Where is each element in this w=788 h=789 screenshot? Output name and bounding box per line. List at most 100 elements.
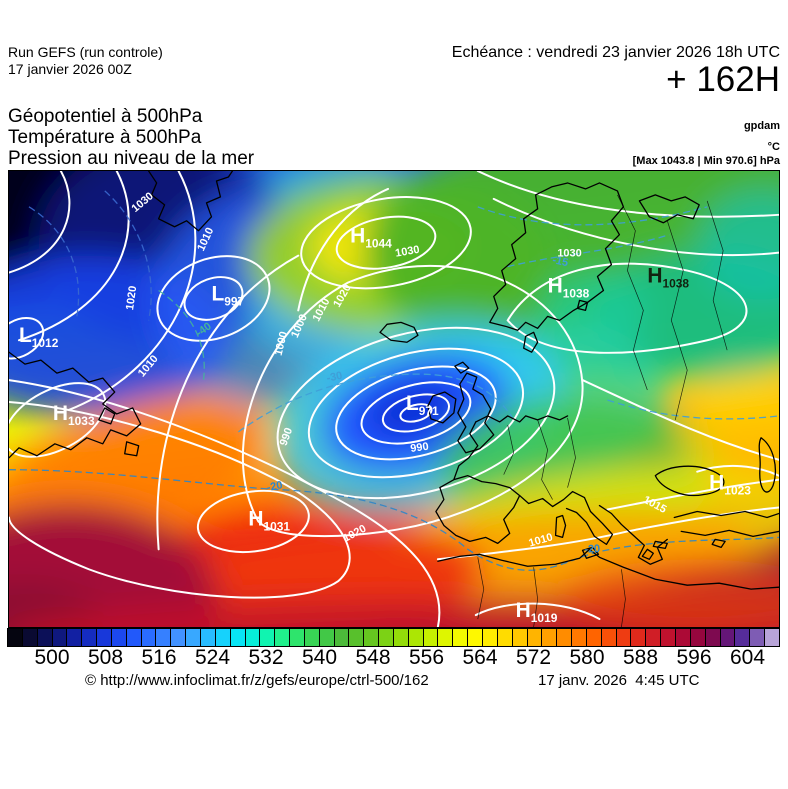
colorbar-cell (170, 628, 187, 647)
title-geopotential: Géopotentiel à 500hPa (8, 106, 203, 127)
colorbar-cell (274, 628, 291, 647)
colorbar-tick-label: 540 (301, 646, 338, 669)
colorbar-cell (303, 628, 320, 647)
colorbar-tick-label: 516 (141, 646, 177, 669)
colorbar-tick-label: 572 (515, 646, 552, 669)
colorbar-cell (645, 628, 662, 647)
colorbar-cell (734, 628, 751, 647)
colorbar-cell (407, 628, 424, 647)
pressure-system-label: H1019 (516, 599, 558, 625)
run-info: Run GEFS (run controle) 17 janvier 2026 … (8, 44, 163, 78)
coastlines (9, 171, 779, 590)
colorbar-cell (660, 628, 676, 647)
colorbar-cell (689, 628, 706, 647)
isobar-label: 1030 (394, 244, 420, 260)
colorbar-cell (541, 628, 558, 647)
pressure-max-min: [Max 1043.8 | Min 970.6] hPa (632, 155, 780, 167)
map-svg: L1012 H1033 L997 H1044 H1038 H1038 L971 H1031 H1… (9, 171, 779, 627)
colorbar-cell (482, 628, 498, 647)
footer-credit: © http://www.infoclimat.fr/z/gefs/europe… (85, 672, 429, 689)
colorbar-cell (66, 628, 83, 647)
colorbar-cell (719, 628, 736, 647)
country-borders (477, 194, 728, 627)
colorbar-cell (749, 628, 766, 647)
colorbar-cell (259, 628, 276, 647)
temperature-field-blobs (9, 171, 779, 627)
colorbar-cell (81, 628, 98, 647)
pressure-system-label: H1031 (248, 507, 290, 533)
map-titles: Géopotentiel à 500hPa Température à 500h… (8, 106, 254, 169)
colorbar-cell (214, 628, 231, 647)
unit-gpdam: gpdam (743, 120, 780, 132)
isotherm-label: -20 (266, 479, 284, 494)
footer-date: 17 janv. 2026 4:45 UTC (538, 672, 700, 689)
colorbar-cell (289, 628, 305, 647)
colorbar-tick-label: 500 (34, 646, 70, 669)
isotherm-label: -15 (551, 254, 569, 269)
title-temperature: Température à 500hPa (8, 127, 202, 148)
colorbar-cell (511, 628, 528, 647)
colorbar-cell (764, 628, 780, 647)
pressure-system-label: H1033 (53, 402, 95, 428)
isobar-label: 1020 (124, 285, 139, 311)
lead-time: + 162H (666, 60, 780, 99)
pressure-system-label: H1038 (647, 265, 689, 291)
colorbar-cell (526, 628, 543, 647)
unit-temperature: °C (767, 141, 780, 153)
isobar-label: 1000 (273, 330, 291, 357)
colorbar-cell (51, 628, 68, 647)
colorbar-cell (452, 628, 469, 647)
colorbar-cell (437, 628, 454, 647)
colorbar-labels: 500 508 516 524 532 540 548 556 564 572 580 588 596 6… (0, 646, 788, 670)
valid-time: Echéance : vendredi 23 janvier 2026 18h … (451, 44, 780, 61)
colorbar-cell (422, 628, 439, 647)
colorbar-cell (110, 628, 127, 647)
colorbar-cell (467, 628, 483, 647)
pressure-system-label: L1012 (19, 324, 59, 350)
colorbar-cell (140, 628, 157, 647)
isotherm-label: -20 (584, 543, 601, 556)
colorbar-tick-label: 596 (676, 646, 712, 669)
pressure-system-label: H1038 (548, 274, 590, 300)
colorbar-tick-label: 532 (248, 646, 284, 669)
colorbar-cell (244, 628, 261, 647)
isobar-label: 1030 (557, 248, 581, 260)
colorbar-cell (36, 628, 53, 647)
colorbar-cell (392, 628, 409, 647)
colorbar-cell (21, 628, 38, 647)
map-canvas: L1012 H1033 L997 H1044 H1038 H1038 L971 H1031 H1… (8, 170, 780, 628)
colorbar-cell (704, 628, 721, 647)
colorbar-tick-label: 548 (355, 646, 391, 669)
colorbar-tick-label: 588 (622, 646, 659, 669)
colorbar-cell (229, 628, 246, 647)
colorbar-tick-label: 604 (729, 646, 766, 669)
colorbar-cell (155, 628, 172, 647)
pressure-system-label: L997 (211, 282, 244, 308)
colorbar-cell (378, 628, 394, 647)
colorbar-cell (496, 628, 513, 647)
colorbar-cell (615, 628, 632, 647)
isobar-label: 990 (278, 426, 296, 447)
colorbar-cell (363, 628, 380, 647)
colorbar-cell (585, 628, 602, 647)
colorbar-cells (7, 628, 780, 647)
colorbar-tick-label: 580 (569, 646, 605, 669)
colorbar-cell (199, 628, 216, 647)
pressure-system-label: L971 (406, 392, 439, 418)
title-pressure: Pression au niveau de la mer (8, 148, 255, 169)
run-model: Run GEFS (run controle) (8, 44, 163, 60)
colorbar-cell (630, 628, 647, 647)
colorbar-cell (348, 628, 365, 647)
colorbar-tick-label: 508 (87, 646, 124, 669)
colorbar-cell (318, 628, 335, 647)
colorbar-cell (7, 628, 23, 647)
isotherm-label: -30 (326, 370, 344, 385)
colorbar-cell (571, 628, 587, 647)
temperature-contours (9, 190, 779, 571)
pressure-system-label: H1044 (350, 225, 392, 251)
colorbar (7, 628, 780, 647)
colorbar-tick-label: 556 (408, 646, 445, 669)
pressure-system-label: H1023 (709, 472, 751, 498)
run-date: 17 janvier 2026 00Z (8, 61, 132, 77)
